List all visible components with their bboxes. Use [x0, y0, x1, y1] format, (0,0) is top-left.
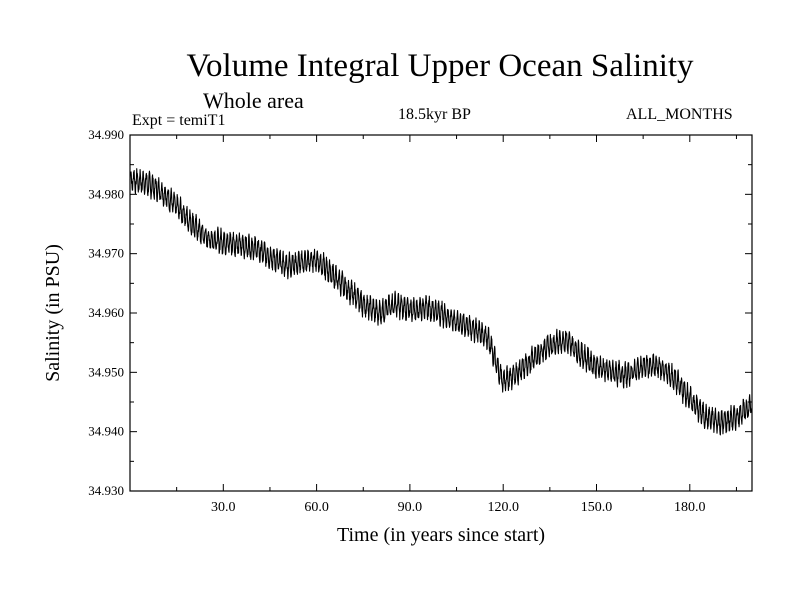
- experiment-label: Expt = temiT1: [132, 112, 226, 129]
- axis-ticks: 34.930 34.940 34.950 34.960 34.970 34.980 34.9…: [88, 127, 752, 515]
- y-tick-label: 34.960: [88, 305, 124, 320]
- x-tick-label: 180.0: [674, 500, 706, 515]
- y-tick-label: 34.930: [88, 483, 124, 498]
- chart-subtitle: Whole area: [203, 88, 304, 113]
- x-axis-label: Time (in years since start): [337, 524, 545, 546]
- chart-title: Volume Integral Upper Ocean Salinity: [186, 48, 694, 84]
- y-tick-label: 34.990: [88, 127, 124, 142]
- period-label: 18.5kyr BP: [398, 106, 471, 123]
- x-tick-label: 150.0: [581, 500, 613, 515]
- months-label: ALL_MONTHS: [626, 106, 733, 123]
- y-tick-label: 34.970: [88, 246, 124, 261]
- x-tick-label: 60.0: [304, 500, 329, 515]
- salinity-series-line: [129, 168, 753, 436]
- y-tick-label: 34.950: [88, 364, 124, 379]
- y-axis-label: Salinity (in PSU): [42, 244, 64, 382]
- y-tick-label: 34.980: [88, 186, 124, 201]
- x-tick-label: 30.0: [211, 500, 236, 515]
- x-tick-label: 90.0: [398, 500, 423, 515]
- x-tick-label: 120.0: [487, 500, 519, 515]
- y-tick-label: 34.940: [88, 424, 124, 439]
- series-layer: [129, 168, 753, 436]
